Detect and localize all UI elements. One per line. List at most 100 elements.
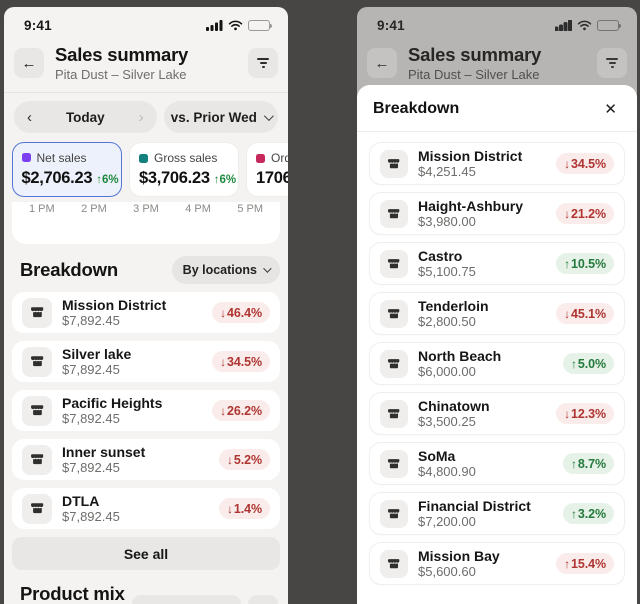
battery-icon (597, 19, 621, 31)
location-name: North Beach (418, 347, 502, 364)
cellular-signal-icon (555, 19, 572, 31)
breakdown-section-header: Breakdown By locations (12, 256, 280, 284)
location-name: Silver lake (62, 345, 132, 362)
comparison-selector[interactable]: vs. Prior Wed (163, 101, 278, 133)
filter-button[interactable] (597, 48, 627, 78)
chevron-left-icon[interactable]: ‹ (27, 108, 32, 126)
battery-icon (248, 19, 272, 31)
title-block: Sales summary Pita Dust – Silver Lake (55, 44, 248, 82)
breakdown-row[interactable]: Mission District $4,251.45 ↓34.5% (369, 142, 625, 185)
location-subtitle: Pita Dust – Silver Lake (408, 67, 540, 82)
breakdown-row[interactable]: DTLA $7,892.45 ↓1.4% (12, 488, 280, 529)
location-name: Mission District (418, 147, 523, 164)
change-badge: ↓26.2% (212, 400, 270, 421)
app-header-dimmed: ← Sales summary Pita Dust – Silver Lake (357, 35, 637, 92)
location-name: Mission District (62, 296, 167, 313)
status-icons (206, 19, 272, 31)
trend-arrow-icon: ↓ (564, 406, 571, 421)
metric-dot-icon (21, 153, 31, 162)
see-all-button[interactable]: See all (12, 537, 280, 570)
metric-card[interactable]: Net sales $2,706.23 ↑6% (12, 142, 122, 197)
storefront-icon (387, 208, 400, 218)
location-amount: $3,980.00 (418, 214, 476, 230)
storefront-icon (387, 408, 400, 418)
metric-dot-icon (139, 153, 148, 163)
breakdown-row[interactable]: Mission District $7,892.45 ↓46.4% (12, 292, 280, 333)
trend-arrow-icon: ↑ (571, 506, 577, 521)
location-amount: $5,600.60 (418, 564, 476, 580)
metric-label: Net sales (36, 150, 87, 165)
breakdown-row[interactable]: Financial District $7,200.00 ↑3.2% (369, 492, 625, 535)
sheet-title: Breakdown (373, 100, 460, 117)
location-amount: $5,100.75 (418, 264, 476, 280)
storefront-icon (387, 258, 400, 268)
storefront-icon (387, 308, 400, 318)
back-button[interactable]: ← (14, 48, 44, 78)
location-amount: $4,800.90 (418, 464, 476, 480)
customize-label: Customize (162, 602, 230, 604)
customize-button[interactable]: Customize (131, 594, 241, 604)
title-block: Sales summary Pita Dust – Silver Lake (408, 44, 597, 82)
breakdown-row[interactable]: North Beach $6,000.00 ↑5.0% (369, 342, 625, 385)
metric-card[interactable]: Gross sales $3,706.23 ↑6% (129, 142, 239, 197)
storefront-icon (30, 503, 43, 514)
metric-value: $2,706.23 (21, 168, 93, 187)
date-controls: ‹ Today › vs. Prior Wed (14, 101, 278, 133)
location-amount: $7,892.45 (62, 362, 120, 378)
location-amount: $4,251.45 (418, 164, 476, 180)
breakdown-list: Mission District $7,892.45 ↓46.4% Silver… (4, 292, 288, 529)
chevron-right-icon[interactable]: › (138, 108, 144, 126)
change-badge: ↑15.4% (556, 553, 614, 574)
storefront-icon (30, 356, 43, 367)
status-bar: 9:41 (357, 7, 637, 35)
location-amount: $7,892.45 (62, 460, 120, 476)
trend-arrow-icon: ↑ (571, 356, 577, 371)
storefront-icon (387, 508, 400, 518)
change-badge: ↓12.3% (556, 403, 614, 424)
sales-summary-screen: 9:41 ← Sales summary Pita Dust – Silver … (4, 7, 288, 604)
breakdown-row[interactable]: SoMa $4,800.90 ↑8.7% (369, 442, 625, 485)
breakdown-row[interactable]: Haight-Ashbury $3,980.00 ↓21.2% (369, 192, 625, 235)
breakdown-row[interactable]: Chinatown $3,500.25 ↓12.3% (369, 392, 625, 435)
location-name: Haight-Ashbury (418, 197, 523, 214)
breakdown-row[interactable]: Pacific Heights $7,892.45 ↓26.2% (12, 390, 280, 431)
breakdown-row[interactable]: Castro $5,100.75 ↑10.5% (369, 242, 625, 285)
cellular-signal-icon (206, 19, 223, 31)
close-button[interactable]: ✕ (600, 98, 621, 120)
app-header: ← Sales summary Pita Dust – Silver Lake (4, 35, 288, 92)
by-locations-label: By locations (182, 263, 257, 277)
breakdown-row[interactable]: Silver lake $7,892.45 ↓34.5% (12, 341, 280, 382)
change-badge: ↑8.7% (563, 453, 614, 474)
axis-tick-label: 1 PM (29, 203, 55, 215)
location-amount: $7,892.45 (62, 509, 120, 525)
metric-change: ↑6% (96, 173, 119, 186)
storefront-icon (387, 158, 400, 168)
location-amount: $7,892.45 (62, 411, 120, 427)
storefront-icon (387, 558, 400, 568)
axis-tick-label: 3 PM (133, 203, 159, 215)
breakdown-row[interactable]: Tenderloin $2,800.50 ↓45.1% (369, 292, 625, 335)
wifi-icon (228, 20, 243, 30)
axis-tick-label: 5 PM (237, 203, 263, 215)
breakdown-row[interactable]: Mission Bay $5,600.60 ↑15.4% (369, 542, 625, 585)
trend-arrow-icon: ↓ (220, 354, 227, 369)
back-button[interactable]: ← (367, 48, 397, 78)
change-badge: ↓21.2% (556, 203, 614, 224)
filter-button[interactable] (248, 48, 278, 78)
location-amount: $7,200.00 (418, 514, 476, 530)
chevron-down-icon (263, 264, 272, 273)
by-locations-dropdown[interactable]: By locations (171, 256, 280, 284)
metric-label: Orders (271, 151, 288, 165)
change-badge: ↓5.2% (219, 449, 270, 470)
comparison-label: vs. Prior Wed (170, 109, 257, 125)
location-name: Mission Bay (418, 547, 500, 564)
breakdown-sheet: Breakdown ✕ Mission District $4,251.45 ↓… (357, 85, 637, 604)
metric-card[interactable]: Orders 1706 ↑6% (246, 142, 288, 197)
sort-button[interactable]: ↑↓ (248, 594, 278, 604)
page-title: Sales summary (55, 44, 189, 65)
trend-arrow-icon: ↑ (564, 556, 571, 571)
period-selector[interactable]: ‹ Today › (14, 101, 157, 133)
breakdown-row[interactable]: Inner sunset $7,892.45 ↓5.2% (12, 439, 280, 480)
sheet-breakdown-list: Mission District $4,251.45 ↓34.5% Haight… (357, 132, 637, 592)
location-subtitle: Pita Dust – Silver Lake (55, 67, 187, 82)
